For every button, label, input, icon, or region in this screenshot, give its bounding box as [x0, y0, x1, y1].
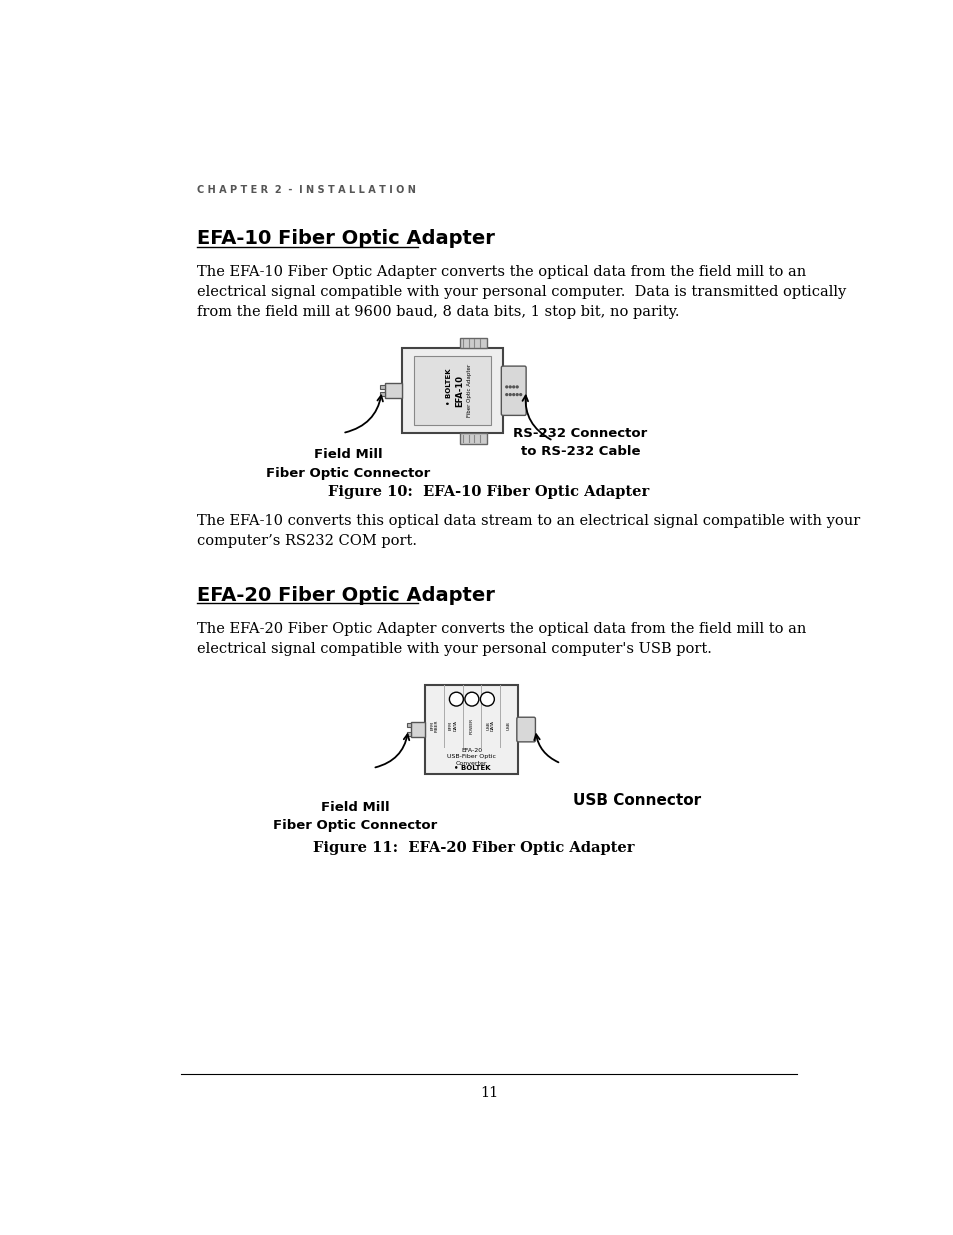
Circle shape: [449, 692, 463, 706]
Circle shape: [519, 394, 521, 395]
Bar: [379, 385, 385, 389]
Circle shape: [509, 387, 511, 388]
FancyBboxPatch shape: [500, 366, 525, 415]
Circle shape: [480, 692, 494, 706]
Text: The EFA-20 Fiber Optic Adapter converts the optical data from the field mill to : The EFA-20 Fiber Optic Adapter converts …: [196, 621, 805, 656]
Bar: [459, 337, 487, 348]
Bar: [406, 732, 411, 736]
Text: EFA-10: EFA-10: [456, 374, 464, 406]
Bar: [379, 393, 385, 396]
Circle shape: [513, 387, 514, 388]
Text: EFA-10 Fiber Optic Adapter: EFA-10 Fiber Optic Adapter: [196, 228, 494, 248]
Text: • BOLTEK: • BOLTEK: [445, 368, 451, 405]
Bar: [414, 356, 491, 425]
Text: The EFA-10 converts this optical data stream to an electrical signal compatible : The EFA-10 converts this optical data st…: [196, 514, 859, 548]
Text: USB: USB: [507, 721, 511, 730]
Text: 11: 11: [479, 1086, 497, 1100]
Text: Field Mill
Fiber Optic Connector: Field Mill Fiber Optic Connector: [266, 448, 430, 479]
FancyBboxPatch shape: [517, 718, 535, 742]
Circle shape: [513, 394, 514, 395]
Circle shape: [505, 387, 507, 388]
Text: EFM
FIBER: EFM FIBER: [430, 720, 438, 732]
Bar: [411, 721, 425, 737]
Text: EFM
DATA: EFM DATA: [449, 720, 457, 731]
Text: USB
DATA: USB DATA: [486, 720, 495, 731]
Circle shape: [516, 387, 517, 388]
Circle shape: [516, 394, 517, 395]
Text: Figure 10:  EFA-10 Fiber Optic Adapter: Figure 10: EFA-10 Fiber Optic Adapter: [328, 485, 649, 499]
Bar: [459, 433, 487, 443]
Circle shape: [509, 394, 511, 395]
Text: C H A P T E R  2  -  I N S T A L L A T I O N: C H A P T E R 2 - I N S T A L L A T I O …: [196, 185, 416, 195]
Text: RS-232 Connector
to RS-232 Cable: RS-232 Connector to RS-232 Cable: [513, 427, 647, 458]
Text: The EFA-10 Fiber Optic Adapter converts the optical data from the field mill to : The EFA-10 Fiber Optic Adapter converts …: [196, 266, 845, 320]
Circle shape: [464, 692, 478, 706]
Bar: [385, 383, 402, 399]
Text: Figure 11:  EFA-20 Fiber Optic Adapter: Figure 11: EFA-20 Fiber Optic Adapter: [313, 841, 634, 855]
Text: Fiber Optic Adapter: Fiber Optic Adapter: [467, 364, 472, 417]
Text: EFA-20
USB-Fiber Optic
Converter: EFA-20 USB-Fiber Optic Converter: [447, 748, 496, 766]
Circle shape: [505, 394, 507, 395]
Text: USB Connector: USB Connector: [572, 793, 700, 809]
Text: Field Mill
Fiber Optic Connector: Field Mill Fiber Optic Connector: [274, 802, 437, 832]
Bar: [402, 348, 502, 433]
Text: • BOLTEK: • BOLTEK: [453, 764, 490, 771]
Bar: [406, 724, 411, 727]
Text: POWER: POWER: [470, 718, 474, 734]
Bar: [425, 685, 517, 774]
Text: EFA-20 Fiber Optic Adapter: EFA-20 Fiber Optic Adapter: [196, 585, 494, 605]
